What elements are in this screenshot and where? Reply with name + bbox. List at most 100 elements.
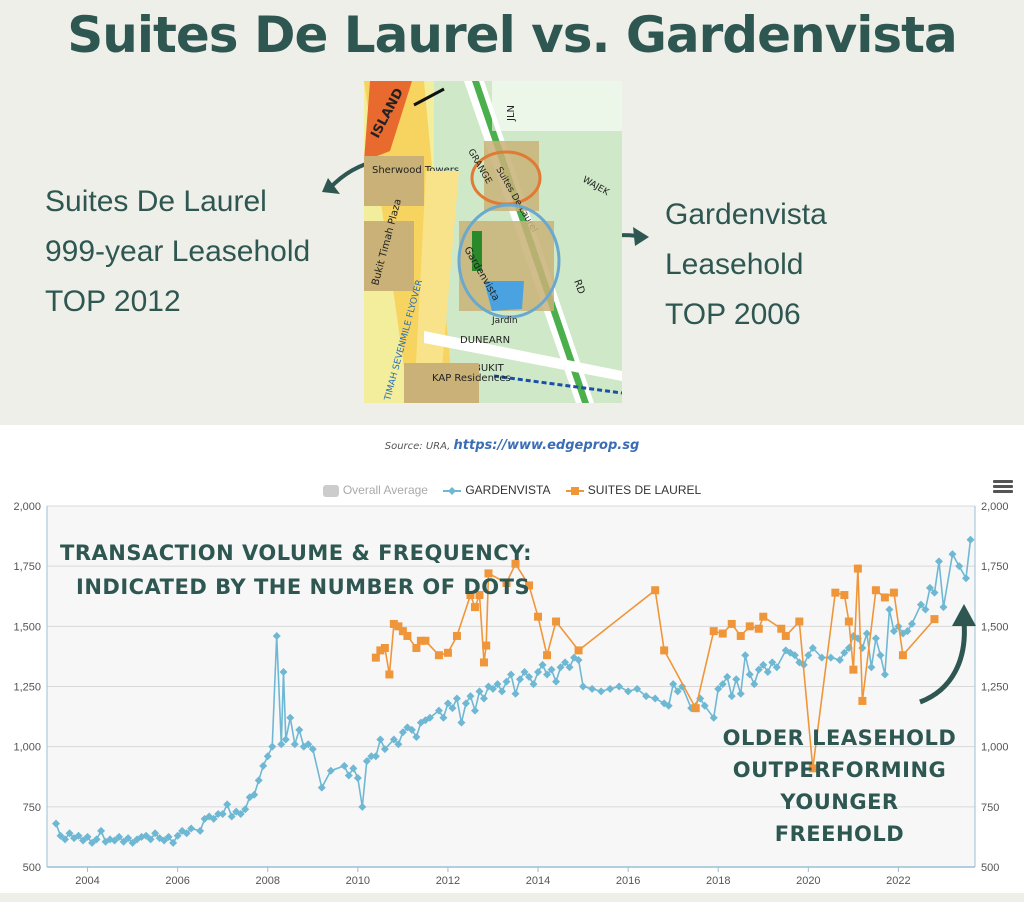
gardenvista-point xyxy=(74,831,83,840)
gardenvista-point xyxy=(92,835,101,844)
legend-overall-average[interactable]: Overall Average xyxy=(322,482,428,497)
gardenvista-point xyxy=(790,651,799,660)
map-label-rd: RD xyxy=(571,278,586,296)
map-building-sherwood xyxy=(364,156,424,206)
source-link[interactable]: https://www.edgeprop.sg xyxy=(453,438,640,453)
suites-de-laurel-point xyxy=(651,586,660,595)
gardenvista-point xyxy=(254,776,263,785)
x-tick-label: 2020 xyxy=(796,875,820,887)
suites-de-laurel-point xyxy=(898,651,907,660)
gardenvista-point xyxy=(921,605,930,614)
suites-de-laurel-point xyxy=(781,631,790,640)
suites-de-laurel-point xyxy=(853,564,862,573)
gardenvista-point xyxy=(97,826,106,835)
gardenvista-point xyxy=(817,653,826,662)
gardenvista-point xyxy=(903,627,912,636)
x-tick-label: 2014 xyxy=(526,875,550,887)
y-tick-label-right: 750 xyxy=(981,802,999,814)
x-tick-label: 2016 xyxy=(616,875,640,887)
gardenvista-point xyxy=(434,706,443,715)
y-tick-label-right: 1,500 xyxy=(981,621,1009,633)
gardenvista-point xyxy=(209,814,218,823)
suites-de-laurel-point xyxy=(552,617,561,626)
gardenvista-point xyxy=(475,687,484,696)
y-tick-label-right: 500 xyxy=(981,862,999,874)
gardenvista-point xyxy=(507,670,515,679)
gardenvista-point xyxy=(732,675,741,684)
suites-de-laurel-point xyxy=(849,665,858,674)
gardenvista-point xyxy=(804,651,813,660)
gardenvista-point xyxy=(277,740,286,749)
suites-de-laurel-point xyxy=(844,617,853,626)
legend-gardenvista[interactable]: GARDENVISTA xyxy=(443,483,550,497)
gardenvista-tenure: Leasehold xyxy=(665,248,804,281)
gardenvista-point xyxy=(452,694,461,703)
gardenvista-point xyxy=(367,752,376,761)
gardenvista-point xyxy=(750,680,759,689)
gardenvista-name: Gardenvista xyxy=(665,198,827,231)
suites-de-laurel-point xyxy=(736,631,745,640)
suites-de-laurel-point xyxy=(443,648,452,657)
suites-de-laurel-point xyxy=(727,619,736,628)
annotation-outperform-line-1: OLDER LEASEHOLD xyxy=(722,726,957,750)
y-tick-label-left: 1,000 xyxy=(13,742,41,754)
gardenvista-point xyxy=(835,656,844,665)
gardenvista-point xyxy=(119,837,128,846)
chart-menu-icon[interactable] xyxy=(993,478,1013,496)
suites-de-laurel-point xyxy=(380,643,389,652)
suites-de-laurel-point xyxy=(403,631,412,640)
gardenvista-point xyxy=(65,829,74,838)
suites-de-laurel-point xyxy=(502,579,511,588)
y-tick-label-left: 750 xyxy=(23,802,41,814)
gardenvista-point xyxy=(525,672,534,681)
map-building-plaza xyxy=(364,221,414,291)
annotation-outperform-line-3: YOUNGER FREEHOLD xyxy=(774,790,905,846)
gardenvista-point xyxy=(110,836,119,845)
gardenvista-point xyxy=(741,651,750,660)
gardenvista-point xyxy=(520,668,529,677)
gardenvista-point xyxy=(88,838,97,847)
y-tick-label-right: 2,000 xyxy=(981,501,1009,513)
gardenvista-point xyxy=(173,831,182,840)
y-tick-label-right: 1,750 xyxy=(981,561,1009,573)
suites-de-laurel-point xyxy=(466,591,475,600)
gardenvista-point xyxy=(389,735,398,744)
gardenvista-point xyxy=(718,680,727,689)
gardenvista-point xyxy=(169,838,178,847)
y-tick-label-right: 1,250 xyxy=(981,682,1009,694)
gardenvista-point xyxy=(380,745,389,754)
gardenvista-point xyxy=(353,773,362,782)
map-label-sherwood: Sherwood Towers xyxy=(372,165,459,176)
gardenvista-point xyxy=(457,718,466,727)
legend-square-icon xyxy=(565,486,584,495)
suites-de-laurel-point xyxy=(484,569,493,578)
legend-suites[interactable]: SUITES DE LAUREL xyxy=(565,483,701,497)
gardenvista-point xyxy=(371,752,380,761)
legend-overall-label: Overall Average xyxy=(342,482,428,497)
gardenvista-point xyxy=(241,805,250,814)
gardenvista-point xyxy=(340,761,349,770)
gardenvista-point xyxy=(516,675,525,684)
suites-de-laurel-point xyxy=(434,651,443,660)
location-map: ISLAND Sherwood Towers Bukit Timah Plaza… xyxy=(364,81,622,403)
gardenvista-point xyxy=(79,836,88,845)
gardenvista-point xyxy=(259,761,268,770)
x-tick-label: 2012 xyxy=(436,875,460,887)
suites-de-laurel-point xyxy=(421,636,430,645)
map-label-bukit: BUKIT xyxy=(474,363,505,374)
gardenvista-point xyxy=(925,583,934,592)
gardenvista-point xyxy=(443,699,452,708)
gardenvista-point xyxy=(466,692,475,701)
suites-de-laurel-point xyxy=(745,622,754,631)
gardenvista-point xyxy=(250,790,259,799)
gardenvista-point xyxy=(930,588,939,597)
suites-de-laurel-point xyxy=(871,586,880,595)
gardenvista-point xyxy=(642,692,651,701)
gardenvista-description: Gardenvista Leasehold TOP 2006 xyxy=(665,190,827,340)
gardenvista-point xyxy=(552,677,561,686)
gardenvista-point xyxy=(547,665,556,674)
suites-de-laurel-point xyxy=(416,636,425,645)
legend-gardenvista-label: GARDENVISTA xyxy=(465,482,551,497)
gardenvista-point xyxy=(52,819,61,828)
